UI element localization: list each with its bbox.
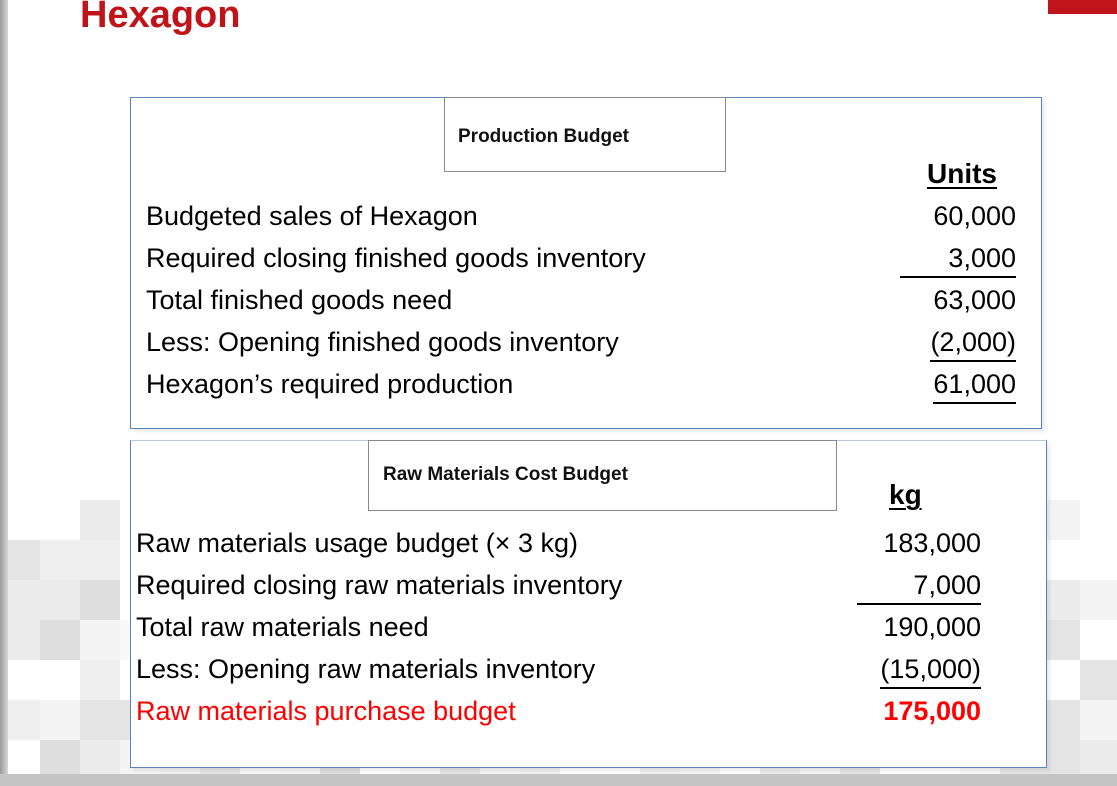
mosaic-tile: [40, 540, 80, 580]
raw-materials-row-label: Total raw materials need: [136, 612, 429, 642]
raw-materials-row-label: Less: Opening raw materials inventory: [136, 654, 596, 684]
corner-accent-bar: [1048, 0, 1117, 14]
mosaic-tile: [1080, 580, 1117, 620]
raw-materials-row-value: 7,000: [857, 567, 981, 605]
mosaic-tile: [40, 700, 80, 740]
production-row-label: Budgeted sales of Hexagon: [146, 201, 478, 231]
mosaic-tile: [40, 740, 80, 780]
mosaic-tile: [1080, 740, 1117, 780]
slide-bottom-edge: [0, 774, 1117, 786]
raw-materials-row-value: (15,000): [880, 651, 981, 689]
production-row-value: (2,000): [930, 324, 1016, 362]
mosaic-tile: [40, 620, 80, 660]
production-row-label: Total finished goods need: [146, 285, 453, 315]
production-row: Less: Opening finished goods inventory (…: [146, 324, 1016, 362]
production-budget-caption-text: Production Budget: [458, 126, 629, 147]
mosaic-tile: [80, 740, 120, 780]
raw-materials-row-label: Raw materials purchase budget: [136, 696, 516, 726]
mosaic-tile: [80, 660, 120, 700]
production-budget-caption: Production Budget: [444, 97, 726, 172]
production-row-label: Required closing finished goods inventor…: [146, 243, 646, 273]
mosaic-tile: [1080, 700, 1117, 740]
kg-column-header: kg: [889, 479, 922, 510]
raw-materials-row-value: 190,000: [883, 612, 981, 642]
raw-materials-row-value: 183,000: [883, 528, 981, 558]
production-row: Budgeted sales of Hexagon 60,000: [146, 198, 1016, 234]
raw-materials-row-value: 175,000: [883, 696, 981, 726]
production-row-value: 60,000: [933, 201, 1016, 231]
production-row-label: Less: Opening finished goods inventory: [146, 327, 619, 357]
mosaic-tile: [1080, 660, 1117, 700]
raw-materials-row: Total raw materials need 190,000: [136, 609, 981, 645]
mosaic-tile: [80, 700, 120, 740]
mosaic-tile: [80, 500, 120, 540]
mosaic-tile: [80, 580, 120, 620]
production-row-value: 61,000: [933, 366, 1016, 404]
slide-left-edge: [0, 0, 8, 786]
production-row: Total finished goods need 63,000: [146, 282, 1016, 318]
raw-materials-row: Required closing raw materials inventory…: [136, 567, 981, 605]
mosaic-tile: [40, 580, 80, 620]
raw-materials-row-label: Raw materials usage budget (× 3 kg): [136, 528, 578, 558]
raw-materials-row: Raw materials purchase budget 175,000: [136, 693, 981, 729]
raw-materials-budget-caption: Raw Materials Cost Budget: [368, 440, 837, 511]
production-row-value: 63,000: [933, 285, 1016, 315]
units-column-header: Units: [927, 158, 997, 189]
raw-materials-budget-caption-text: Raw Materials Cost Budget: [383, 464, 628, 485]
raw-materials-row-label: Required closing raw materials inventory: [136, 570, 623, 600]
raw-materials-row: Less: Opening raw materials inventory (1…: [136, 651, 981, 689]
mosaic-tile: [80, 620, 120, 660]
production-budget-panel: Production Budget Units Budgeted sales o…: [130, 97, 1042, 429]
raw-materials-budget-panel: Raw Materials Cost Budget kg Raw materia…: [130, 440, 1047, 768]
production-row-value: 3,000: [900, 240, 1016, 278]
raw-materials-row: Raw materials usage budget (× 3 kg) 183,…: [136, 525, 981, 561]
production-row: Required closing finished goods inventor…: [146, 240, 1016, 278]
slide-title: Hexagon: [80, 0, 241, 36]
production-row-label: Hexagon’s required production: [146, 369, 514, 399]
production-row: Hexagon’s required production 61,000: [146, 366, 1016, 404]
mosaic-tile: [80, 540, 120, 580]
